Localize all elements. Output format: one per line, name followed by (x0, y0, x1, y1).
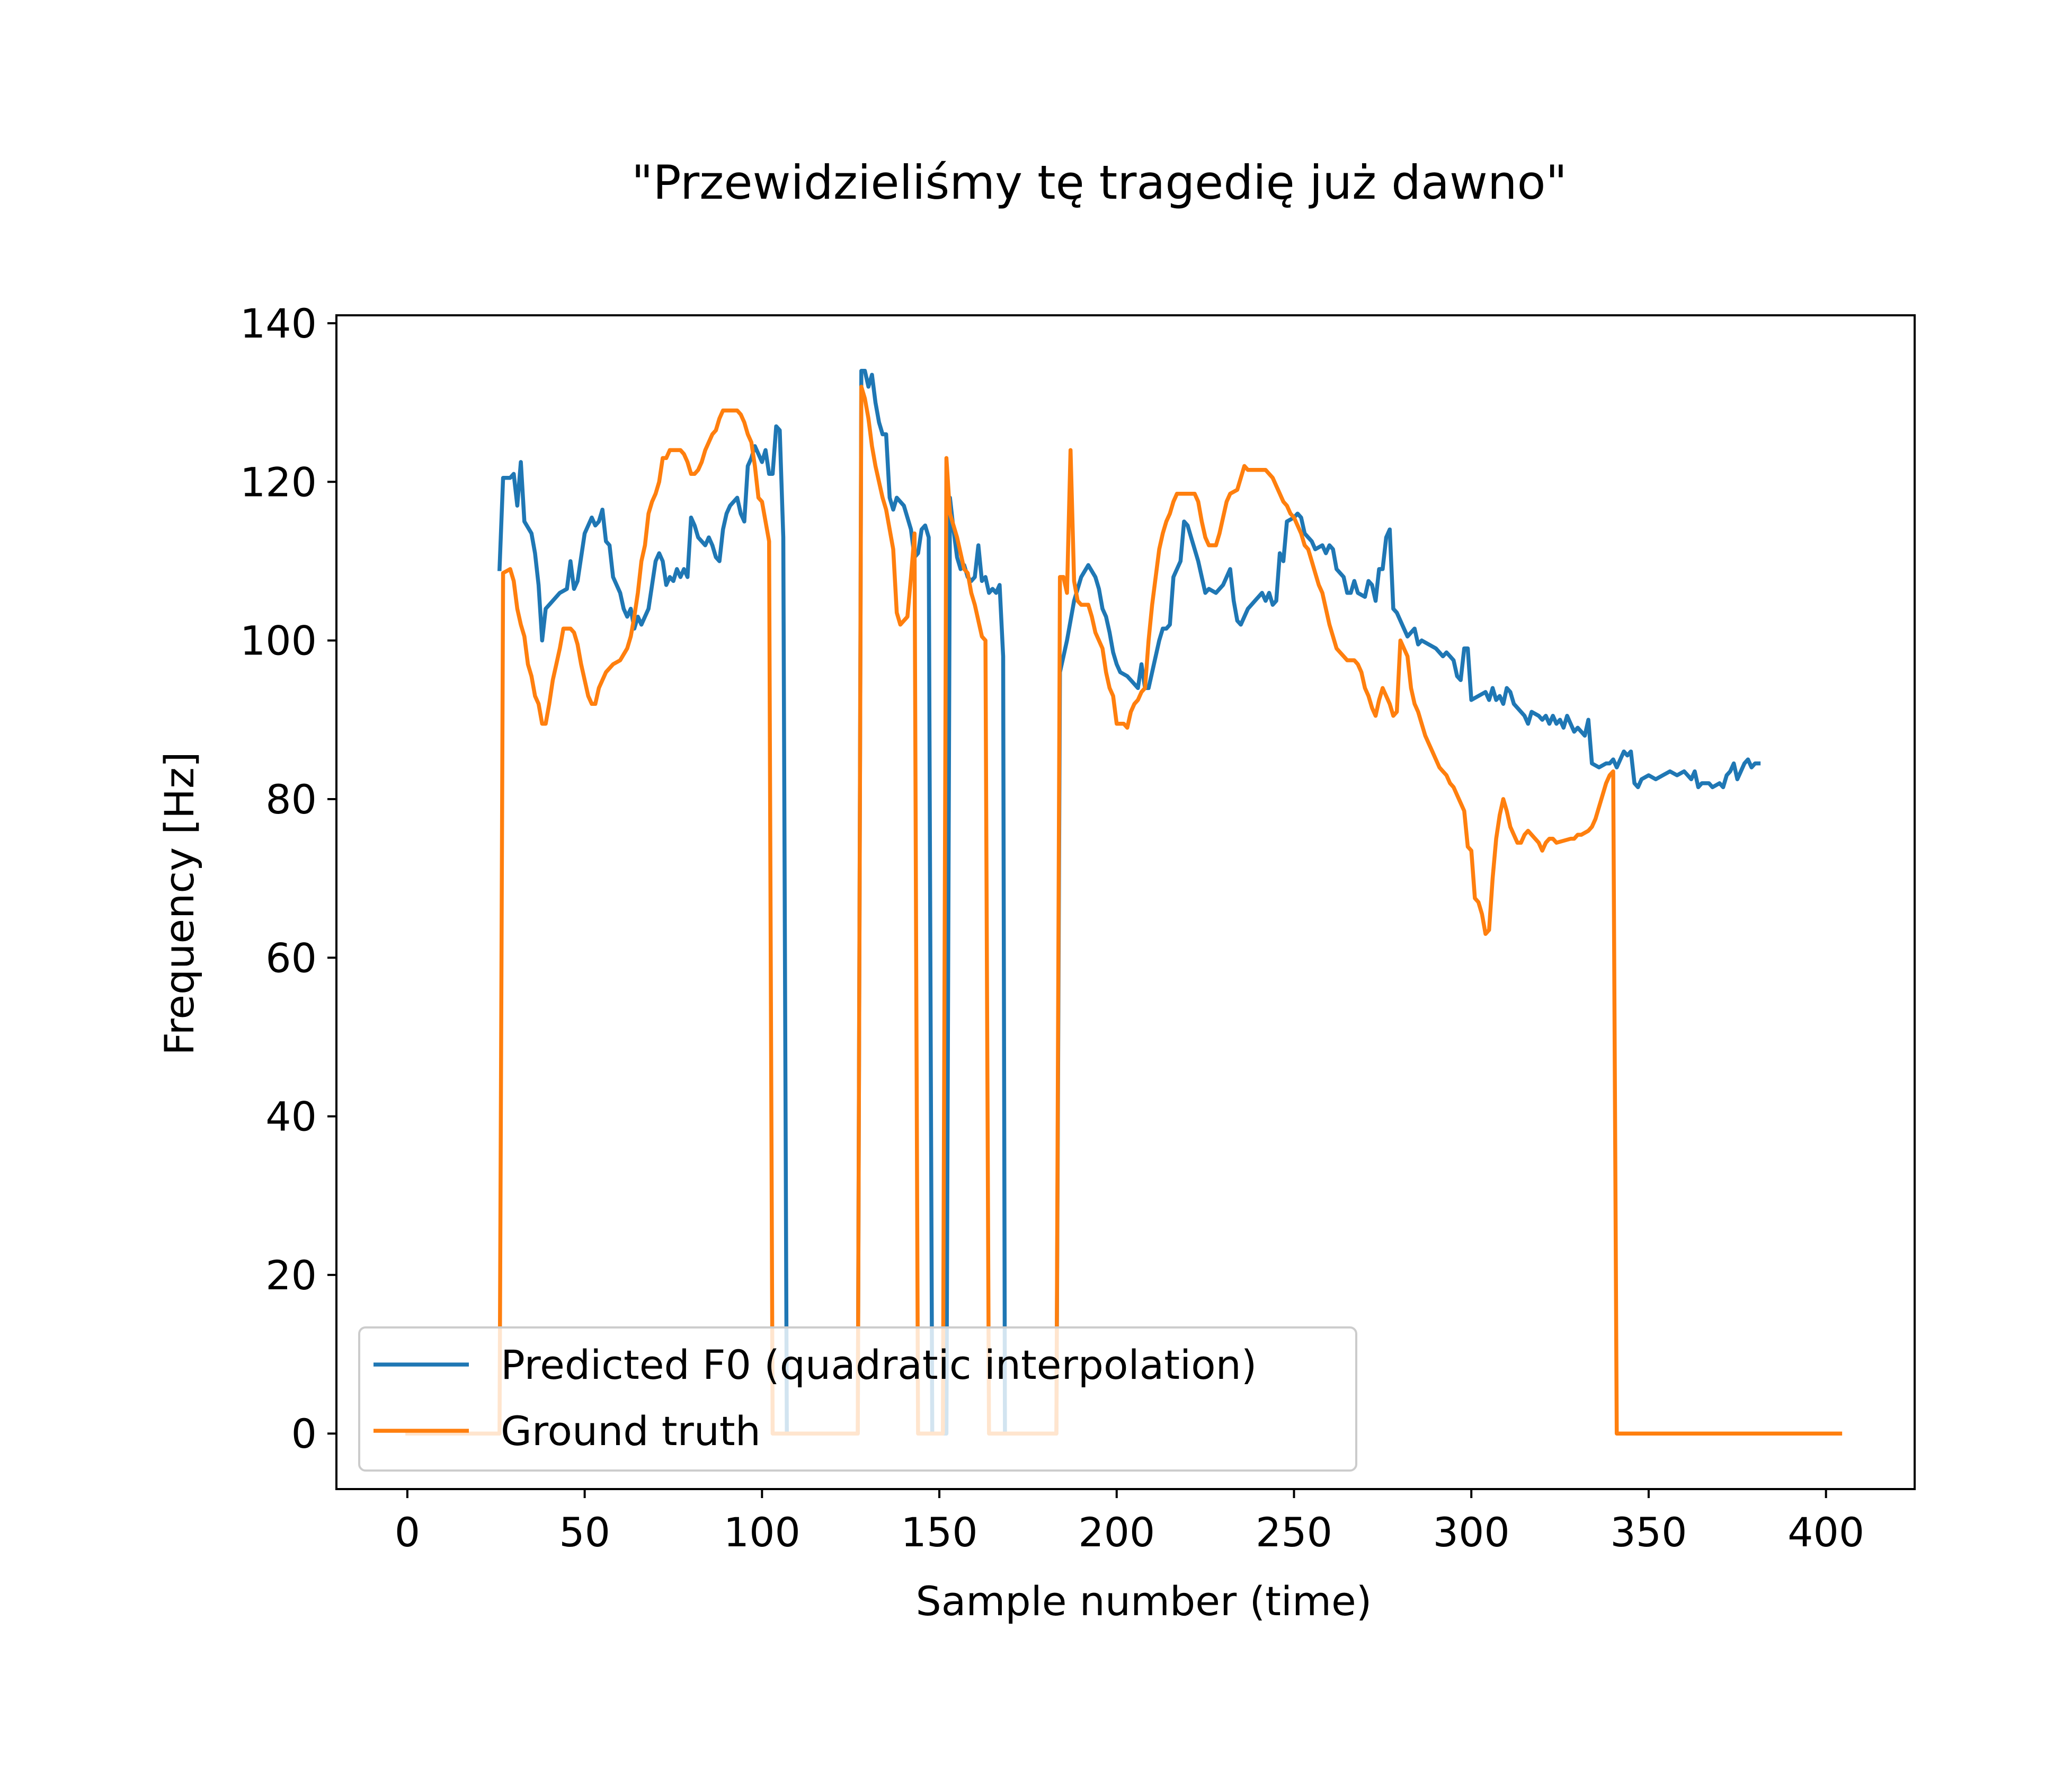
y-tick-label: 100 (240, 617, 317, 665)
axis-ticks: 0 50 100 150 200 250 300 350 400 0 20 40 60 80 100 120 1… (240, 300, 1864, 1556)
legend-label-1: Predicted F0 (quadratic interpolation) (501, 1341, 1257, 1388)
y-tick-label: 120 (240, 458, 317, 506)
series-line-2 (405, 384, 1843, 1436)
x-tick-label: 400 (1788, 1509, 1864, 1556)
x-tick-label: 0 (395, 1509, 420, 1556)
y-tick-label: 80 (265, 776, 317, 823)
y-axis-label: Frequency [Hz] (156, 751, 203, 1055)
y-tick-label: 40 (265, 1093, 317, 1140)
x-tick-label: 150 (901, 1509, 978, 1556)
legend-box (358, 1326, 1357, 1472)
y-tick-label: 60 (265, 934, 317, 981)
x-tick-label: 300 (1433, 1509, 1510, 1556)
legend: Predicted F0 (quadratic interpolation) Gr… (358, 1326, 1357, 1472)
y-tick-label: 140 (240, 300, 317, 347)
x-tick-label: 50 (559, 1509, 610, 1556)
x-tick-label: 200 (1078, 1509, 1155, 1556)
plot-area (405, 369, 1843, 1436)
x-axis-label: Sample number (time) (916, 1578, 1372, 1625)
chart-title: "Przewidzieliśmy tę tragedię już dawno" (632, 155, 1567, 210)
y-tick-label: 20 (265, 1252, 317, 1299)
series-line-1 (497, 369, 1761, 1436)
axes-frame (335, 314, 1916, 1490)
y-tick-label: 0 (291, 1410, 317, 1457)
legend-label-2: Ground truth (501, 1407, 761, 1455)
x-tick-label: 100 (724, 1509, 801, 1556)
x-tick-label: 350 (1610, 1509, 1687, 1556)
x-tick-label: 250 (1256, 1509, 1332, 1556)
